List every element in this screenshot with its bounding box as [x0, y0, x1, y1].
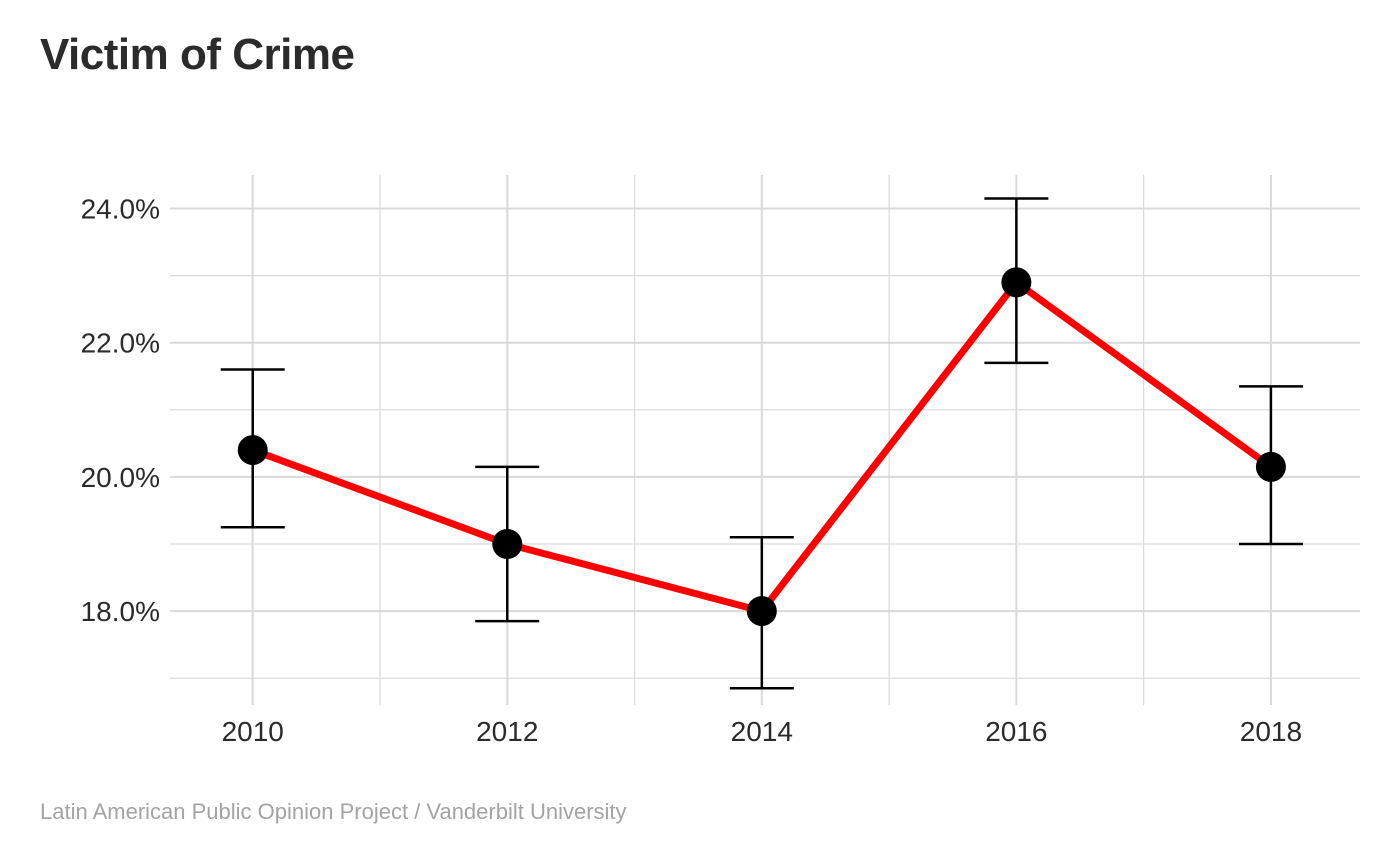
y-tick-label: 24.0% — [81, 194, 160, 225]
y-tick-label: 18.0% — [81, 596, 160, 627]
data-point — [1001, 267, 1032, 298]
series-layer — [220, 197, 1303, 690]
y-tick-label: 20.0% — [81, 462, 160, 493]
x-tick-label: 2014 — [731, 716, 793, 747]
data-point — [746, 596, 777, 627]
x-tick-label: 2016 — [985, 716, 1047, 747]
data-point — [1255, 451, 1286, 482]
grid-lines — [170, 175, 1360, 705]
x-tick-label: 2010 — [222, 716, 284, 747]
y-axis-labels: 18.0% 20.0% 22.0% 24.0% — [81, 194, 160, 628]
source-caption: Latin American Public Opinion Project / … — [40, 799, 627, 824]
data-point — [237, 435, 268, 466]
data-point — [492, 528, 523, 559]
y-tick-label: 22.0% — [81, 328, 160, 359]
x-tick-label: 2018 — [1240, 716, 1302, 747]
x-axis-labels: 2010 2012 2014 2016 2018 — [222, 716, 1302, 747]
x-tick-label: 2012 — [476, 716, 538, 747]
chart-title: Victim of Crime — [40, 30, 355, 79]
